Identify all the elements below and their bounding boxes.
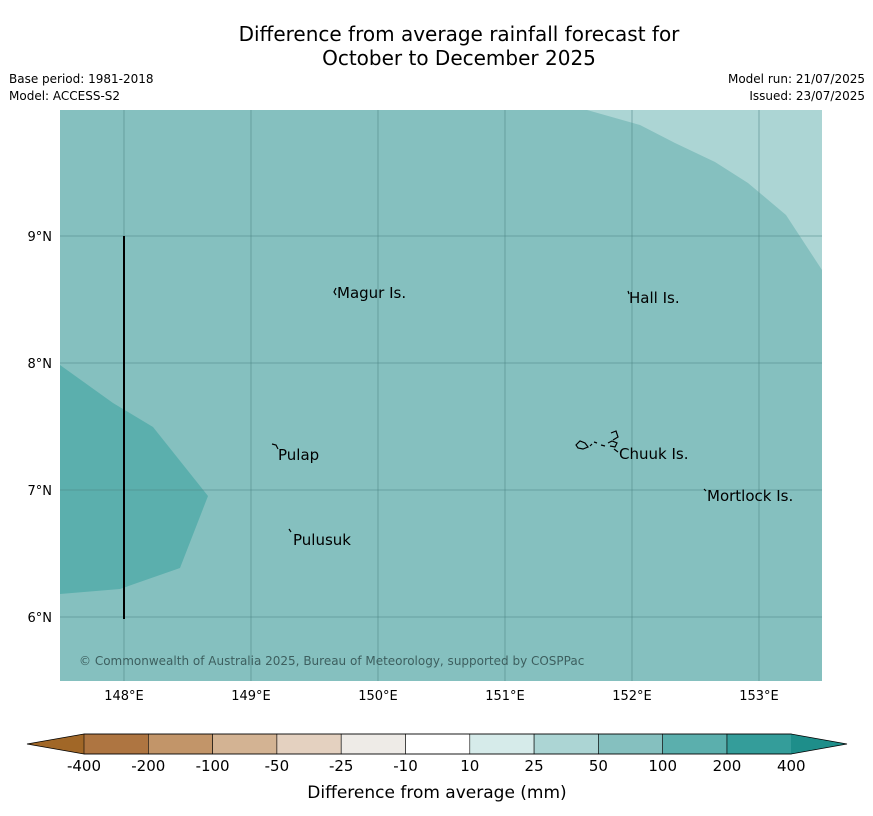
place-label-pulusuk: Pulusuk bbox=[293, 531, 351, 549]
issued-date: Issued: 23/07/2025 bbox=[749, 89, 865, 103]
colorbar-tick-label: -100 bbox=[196, 757, 230, 775]
colorbar-segment bbox=[340, 733, 406, 755]
colorbar-tick-label: 25 bbox=[525, 757, 544, 775]
colorbar-tick-label: -400 bbox=[67, 757, 101, 775]
colorbar-labels: -400 -200 -100 -50 -25 -10 10 25 50 100 200 400 bbox=[67, 757, 806, 775]
colorbar-segment bbox=[469, 733, 535, 755]
forecast-info-left: Base period: 1981-2018 Model: ACCESS-S2 bbox=[9, 71, 154, 105]
map-title: Difference from average rainfall forecas… bbox=[0, 22, 873, 70]
lon-label-149e: 149°E bbox=[231, 689, 271, 704]
place-label-chuuk: Chuuk Is. bbox=[619, 445, 688, 463]
colorbar-tick-label: -50 bbox=[265, 757, 290, 775]
colorbar-segment bbox=[598, 733, 664, 755]
colorbar-segment bbox=[662, 733, 728, 755]
colorbar-segment bbox=[212, 733, 278, 755]
title-line-1: Difference from average rainfall forecas… bbox=[238, 22, 680, 46]
colorbar-tick-label: 10 bbox=[460, 757, 479, 775]
lon-label-153e: 153°E bbox=[739, 689, 779, 704]
colorbar-segment bbox=[726, 733, 792, 755]
model-run-date: Model run: 21/07/2025 bbox=[727, 72, 865, 86]
lon-label-150e: 150°E bbox=[358, 689, 398, 704]
colorbar-tick-label: 400 bbox=[777, 757, 806, 775]
lon-label-151e: 151°E bbox=[485, 689, 525, 704]
place-label-hall: Hall Is. bbox=[629, 289, 680, 307]
lon-label-148e: 148°E bbox=[104, 689, 144, 704]
hall-island-shape bbox=[627, 290, 630, 295]
colorbar-segment bbox=[405, 733, 471, 755]
island-outlines bbox=[271, 287, 707, 533]
colorbar-segment bbox=[533, 733, 599, 755]
colorbar-tick-label: 100 bbox=[648, 757, 677, 775]
colorbar-tick-label: -10 bbox=[393, 757, 418, 775]
pulusuk-island-shape bbox=[288, 528, 292, 533]
colorbar-segment bbox=[148, 733, 213, 755]
colorbar-legend: -400 -200 -100 -50 -25 -10 10 25 50 100 200 400 Dif… bbox=[26, 733, 848, 803]
pulap-island-shape bbox=[271, 443, 279, 450]
colorbar-segment bbox=[83, 733, 149, 755]
lon-label-152e: 152°E bbox=[612, 689, 652, 704]
colorbar-over-arrow bbox=[791, 734, 847, 754]
lat-label-8n: 8°N bbox=[28, 357, 53, 372]
graticule bbox=[60, 110, 822, 681]
colorbar-tick-label: 200 bbox=[713, 757, 742, 775]
title-line-2: October to December 2025 bbox=[322, 46, 596, 70]
copyright-notice: © Commonwealth of Australia 2025, Bureau… bbox=[79, 654, 584, 668]
map-background bbox=[60, 110, 822, 681]
colorbar-under-arrow bbox=[27, 734, 84, 754]
chuuk-lagoon-shape bbox=[575, 430, 619, 453]
colorbar-tick-label: 50 bbox=[589, 757, 608, 775]
rainfall-zone-100-200[interactable] bbox=[60, 365, 208, 594]
place-label-magur: Magur Is. bbox=[337, 284, 406, 302]
model-name: Model: ACCESS-S2 bbox=[9, 89, 121, 103]
place-label-mortlock: Mortlock Is. bbox=[707, 487, 793, 505]
rainfall-zone-25-50[interactable] bbox=[587, 110, 822, 270]
mortlock-island-shape bbox=[703, 488, 707, 492]
lat-label-7n: 7°N bbox=[28, 484, 53, 499]
colorbar-tick-label: -200 bbox=[131, 757, 165, 775]
forecast-info-right: Model run: 21/07/2025 Issued: 23/07/2025 bbox=[728, 71, 865, 105]
lat-label-9n: 9°N bbox=[28, 230, 53, 245]
colorbar-outline bbox=[26, 733, 848, 755]
base-period: Base period: 1981-2018 bbox=[9, 72, 154, 86]
colorbar-tick-label: -25 bbox=[329, 757, 354, 775]
place-label-pulap: Pulap bbox=[278, 446, 319, 464]
lat-label-6n: 6°N bbox=[28, 611, 53, 626]
colorbar-segment bbox=[276, 733, 342, 755]
colorbar-title: Difference from average (mm) bbox=[307, 783, 566, 803]
magur-island-shape bbox=[333, 287, 337, 296]
colorbar-segments bbox=[83, 733, 792, 755]
